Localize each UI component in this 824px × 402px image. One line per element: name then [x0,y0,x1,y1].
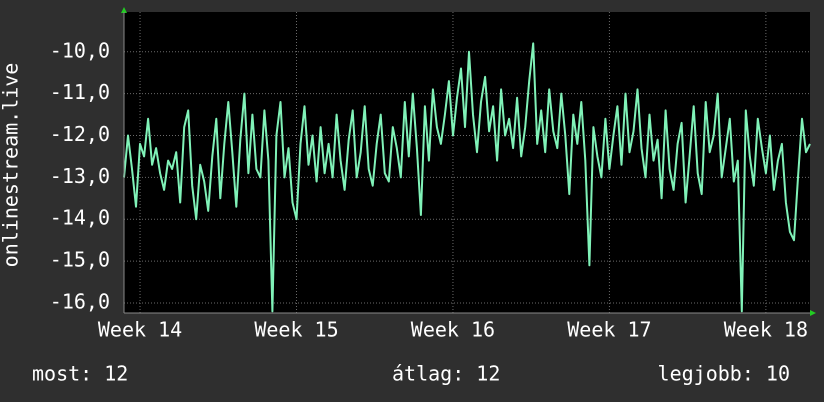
x-tick-label: Week 17 [567,318,651,342]
plot-area [124,12,810,313]
y-tick-label: -16,0 [50,289,110,313]
x-tick-label: Week 14 [98,318,182,342]
stat-label: most: 12 [32,362,128,386]
x-tick-label: Week 18 [724,318,808,342]
axis-arrow [121,7,127,13]
y-axis-label: onlinestream.live [0,63,23,268]
x-tick-label: Week 15 [254,318,338,342]
stat-label: átlag: 12 [392,362,500,386]
x-tick-label: Week 16 [411,318,495,342]
y-tick-label: -12,0 [50,122,110,146]
stat-label: legjobb: 10 [658,362,790,386]
data-line [123,42,811,313]
y-tick-label: -14,0 [50,206,110,230]
y-tick-label: -13,0 [50,164,110,188]
y-tick-label: -11,0 [50,80,110,104]
axis-arrow [810,310,816,316]
y-tick-label: -10,0 [50,38,110,62]
y-tick-label: -15,0 [50,248,110,272]
